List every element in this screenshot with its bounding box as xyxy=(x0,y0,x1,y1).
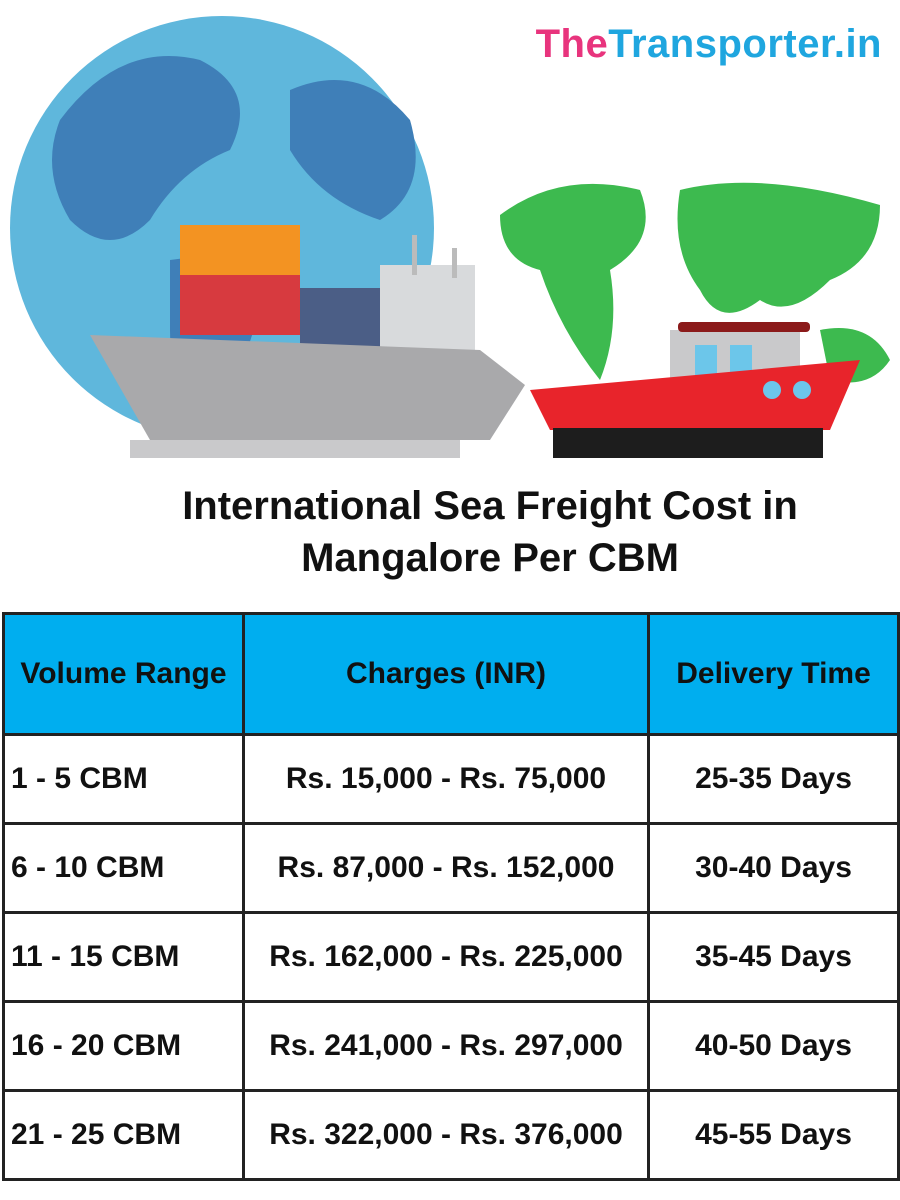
brand: TheTransporter.in xyxy=(536,22,882,67)
boat-keel xyxy=(553,428,823,458)
container xyxy=(180,275,300,335)
window xyxy=(695,345,717,375)
table-cell: 25-35 Days xyxy=(647,733,900,825)
mast xyxy=(412,235,417,275)
table-row: 16 - 20 CBM Rs. 241,000 - Rs. 297,000 40-5… xyxy=(2,1000,900,1092)
table-cell: 30-40 Days xyxy=(647,822,900,914)
title: International Sea Freight Cost in Mangal… xyxy=(90,480,890,584)
freight-table: Volume Range Charges (INR) Delivery Time 1… xyxy=(2,612,900,1181)
table-cell: Rs. 241,000 - Rs. 297,000 xyxy=(242,1000,650,1092)
table-row: 6 - 10 CBM Rs. 87,000 - Rs. 152,000 30-40 … xyxy=(2,822,900,914)
ship-cabin xyxy=(380,265,475,355)
title-line: Mangalore Per CBM xyxy=(301,536,679,580)
table-cell: Rs. 322,000 - Rs. 376,000 xyxy=(242,1089,650,1181)
table-row: 21 - 25 CBM Rs. 322,000 - Rs. 376,000 45-5… xyxy=(2,1089,900,1181)
table-cell: 16 - 20 CBM xyxy=(2,1000,245,1092)
table-row: 11 - 15 CBM Rs. 162,000 - Rs. 225,000 35-4… xyxy=(2,911,900,1003)
map-americas xyxy=(500,183,646,380)
table-cell: 6 - 10 CBM xyxy=(2,822,245,914)
container xyxy=(300,288,385,348)
table-row: 1 - 5 CBM Rs. 15,000 - Rs. 75,000 25-35 Da… xyxy=(2,733,900,825)
table-cell: Rs. 15,000 - Rs. 75,000 xyxy=(242,733,650,825)
boat-hull xyxy=(530,360,860,430)
ship-hull xyxy=(90,335,525,440)
map-eurasia xyxy=(677,182,880,313)
table-cell: Rs. 87,000 - Rs. 152,000 xyxy=(242,822,650,914)
window xyxy=(730,345,752,375)
table-cell: 40-50 Days xyxy=(647,1000,900,1092)
table-cell: 11 - 15 CBM xyxy=(2,911,245,1003)
table-cell: Rs. 162,000 - Rs. 225,000 xyxy=(242,911,650,1003)
title-line: International Sea Freight Cost in xyxy=(182,484,798,528)
porthole xyxy=(763,381,781,399)
porthole xyxy=(793,381,811,399)
table-cell: 45-55 Days xyxy=(647,1089,900,1181)
header-cell: Delivery Time xyxy=(647,612,900,736)
table-cell: 1 - 5 CBM xyxy=(2,733,245,825)
continent xyxy=(52,56,240,240)
continent xyxy=(290,80,416,220)
illustration xyxy=(10,16,890,458)
container xyxy=(180,225,300,275)
ship-keel xyxy=(130,440,460,458)
boat-roof xyxy=(678,322,810,332)
header-row: Volume Range Charges (INR) Delivery Time xyxy=(2,612,900,736)
table-cell: 21 - 25 CBM xyxy=(2,1089,245,1181)
brand-name: Transporter.in xyxy=(608,22,882,66)
mast xyxy=(452,248,457,278)
brand-prefix: The xyxy=(535,22,609,66)
header-cell: Volume Range xyxy=(2,612,245,736)
table-body: 1 - 5 CBM Rs. 15,000 - Rs. 75,000 25-35 Da… xyxy=(2,733,900,1181)
header-cell: Charges (INR) xyxy=(242,612,650,736)
table-cell: 35-45 Days xyxy=(647,911,900,1003)
